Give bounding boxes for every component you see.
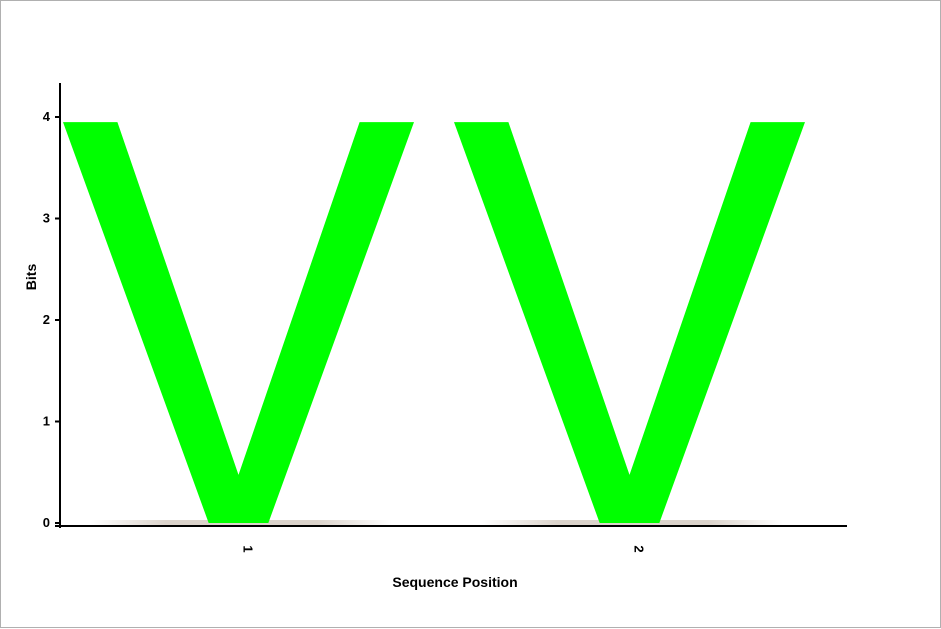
y-tick-label: 3 — [43, 211, 50, 226]
y-tick-label: 0 — [43, 515, 50, 530]
logo-letter-v — [454, 122, 805, 523]
logo-letter-v — [63, 122, 414, 523]
y-tick-label: 2 — [43, 312, 50, 327]
letter-stacks — [63, 122, 805, 525]
x-tick-label: 1 — [241, 545, 256, 552]
y-axis-ticks: 0 1 2 3 4 — [43, 109, 60, 530]
x-axis-title: Sequence Position — [392, 574, 517, 590]
y-axis-title: Bits — [23, 264, 39, 291]
y-tick-label: 1 — [43, 414, 50, 429]
x-tick-label: 2 — [632, 545, 647, 552]
y-tick-label: 4 — [43, 109, 51, 124]
